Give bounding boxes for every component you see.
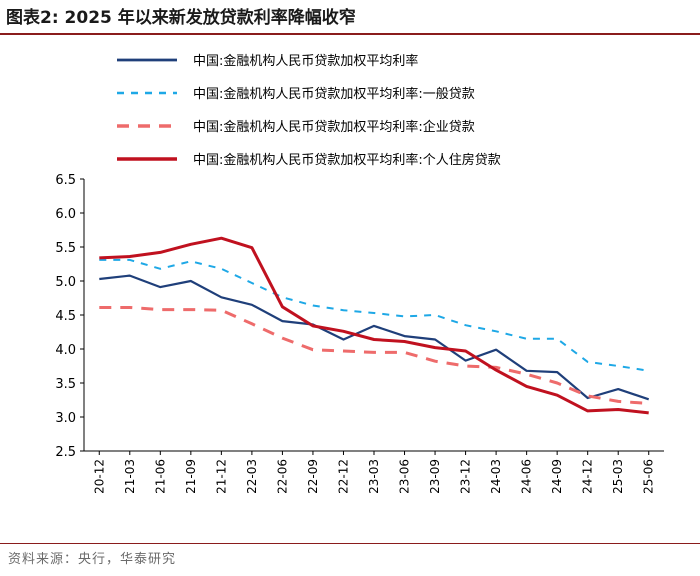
series-lines: [99, 236, 650, 415]
y-tick-label: 2.5: [55, 445, 76, 460]
legend-label-2: 中国:金融机构人民币贷款加权平均利率:一般贷款: [193, 86, 475, 102]
series-line-4: [99, 236, 649, 415]
y-tick-label: 6.0: [55, 207, 76, 222]
legend-label-3: 中国:金融机构人民币贷款加权平均利率:企业贷款: [193, 119, 475, 135]
axes: [83, 179, 664, 452]
x-tick-label: 22-09: [306, 459, 320, 494]
y-tick-label: 4.5: [55, 309, 76, 324]
y-tick-label: 3.0: [55, 411, 76, 426]
x-axis-ticks: 20-12 21-03 21-06 21-09 21-12 22-03 22-06 22-09…: [92, 451, 656, 494]
x-tick-label: 20-12: [92, 459, 106, 494]
x-tick-label: 22-12: [336, 459, 350, 494]
x-tick-label: 25-06: [642, 459, 656, 494]
y-tick-label: 4.0: [55, 343, 76, 358]
legend: 中国:金融机构人民币贷款加权平均利率中国:金融机构人民币贷款加权平均利率:一般贷…: [117, 53, 501, 168]
legend-label-4: 中国:金融机构人民币贷款加权平均利率:个人住房贷款: [193, 152, 501, 168]
x-tick-label: 22-06: [275, 459, 289, 494]
y-tick-label: 5.0: [55, 275, 76, 290]
y-tick-label: 5.5: [55, 241, 76, 256]
line-chart: 中国:金融机构人民币贷款加权平均利率中国:金融机构人民币贷款加权平均利率:一般贷…: [55, 53, 664, 494]
x-tick-label: 24-09: [550, 459, 564, 494]
x-tick-label: 22-03: [245, 459, 259, 494]
series-line-1: [99, 274, 650, 401]
series-line-3: [99, 306, 649, 405]
x-tick-label: 23-09: [428, 459, 442, 494]
x-tick-label: 24-06: [520, 459, 534, 494]
y-tick-label: 3.5: [55, 377, 76, 392]
x-tick-label: 21-06: [153, 459, 167, 494]
y-tick-label: 6.5: [55, 173, 76, 188]
x-tick-label: 23-03: [367, 459, 381, 494]
footer-divider: [0, 543, 700, 544]
x-tick-label: 21-03: [123, 459, 137, 494]
x-tick-label: 24-03: [489, 459, 503, 494]
chart-title: 图表2: 2025 年以来新发放贷款利率降幅收窄: [6, 8, 356, 28]
x-tick-label: 24-12: [581, 459, 595, 494]
x-tick-label: 23-12: [459, 459, 473, 494]
legend-label-1: 中国:金融机构人民币贷款加权平均利率: [193, 53, 418, 69]
x-tick-label: 21-12: [214, 459, 228, 494]
y-axis-ticks: 6.5 6.0 5.5 5.0 4.5 4.0 3.5 3.0 2.5: [55, 173, 84, 460]
source-note: 资料来源：央行，华泰研究: [8, 552, 177, 567]
x-tick-label: 21-09: [184, 459, 198, 494]
x-tick-label: 23-06: [398, 459, 412, 494]
title-divider: [0, 33, 700, 35]
series-line-2: [99, 258, 649, 372]
x-tick-label: 25-03: [611, 459, 625, 494]
